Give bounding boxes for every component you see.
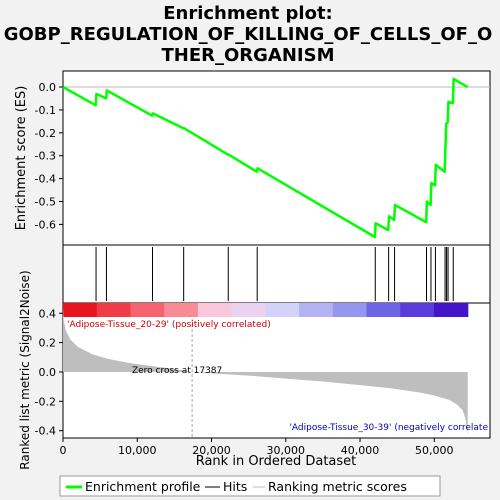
x-tick-label: 50,000 (415, 444, 454, 457)
x-tick-label: 20,000 (192, 444, 231, 457)
x-tick-label: 0 (60, 444, 67, 457)
hits-panel (62, 244, 491, 304)
heatbar-segment (366, 303, 401, 317)
x-tick-label: 40,000 (341, 444, 380, 457)
chart-title-line-1: Enrichment plot: (163, 3, 333, 24)
heatbar-segment (96, 303, 132, 317)
es-panel (62, 70, 491, 246)
ranked-y-tick-label: 0.4 (39, 307, 57, 320)
es-y-axis: 0.0 -0.1 -0.2 -0.3 -0.4 -0.5 -0.6 (35, 81, 63, 231)
heatbar-segment (265, 303, 300, 317)
legend: Enrichment profile Hits Ranking metric s… (59, 475, 441, 497)
ranked-y-axis: 0.4 0.2 0.0 -0.2 -0.4 (35, 307, 63, 438)
ranked-y-axis-label: Ranked list metric (Signal2Noise) (18, 270, 32, 469)
ranked-metric-area (63, 307, 468, 436)
ranked-metric-fill (63, 307, 468, 436)
es-profile-line (62, 77, 469, 239)
ranked-y-tick-label: -0.4 (35, 425, 56, 438)
zero-cross-label: Zero cross at 17387 (132, 366, 222, 376)
ranked-y-tick-label: -0.2 (35, 395, 56, 408)
heatbar-segment (164, 303, 199, 317)
es-y-tick-label: 0.0 (39, 81, 57, 94)
heatbar-segment (231, 303, 266, 317)
heatbar-segment (197, 303, 233, 317)
heatbar-segment (63, 303, 98, 317)
es-y-tick-label: -0.1 (35, 104, 56, 117)
legend-box (59, 475, 441, 497)
positive-correlation-label: 'Adipose-Tissue_20-29' (positively corre… (67, 320, 271, 330)
legend-es-label: Enrichment profile (85, 479, 201, 494)
legend-rank-label: Ranking metric scores (268, 479, 407, 494)
es-y-tick-label: -0.3 (35, 150, 56, 163)
es-y-tick-label: -0.5 (35, 196, 56, 209)
x-axis-label: Rank in Ordered Dataset (196, 454, 357, 469)
chart-title-line-3: THER_ORGANISM (161, 45, 334, 66)
es-y-tick-label: -0.2 (35, 127, 56, 140)
chart-title-line-2: GOBP_REGULATION_OF_KILLING_OF_CELLS_OF_O (4, 24, 493, 45)
heatmap-bar (63, 303, 469, 317)
x-tick-label: 10,000 (118, 444, 157, 457)
es-y-tick-label: -0.4 (35, 173, 56, 186)
es-y-axis-label: Enrichment score (ES) (14, 86, 29, 231)
heatbar-segment (332, 303, 368, 317)
x-axis: 0 10,000 20,000 30,000 40,000 50,000 (60, 438, 454, 457)
es-y-tick-label: -0.6 (35, 218, 56, 231)
heatbar-segment (130, 303, 165, 317)
legend-hits-label: Hits (223, 479, 247, 494)
x-tick-label: 30,000 (267, 444, 306, 457)
heatbar-segment (433, 303, 469, 317)
hit-markers (95, 247, 454, 301)
ranked-y-tick-label: 0.2 (39, 337, 57, 350)
es-profile (62, 77, 469, 239)
heatbar-segment (400, 303, 435, 317)
ranked-y-tick-label: 0.0 (39, 366, 57, 379)
heatbar-segment (299, 303, 334, 317)
negative-correlation-label: 'Adipose-Tissue_30-39' (negatively corre… (289, 423, 488, 433)
